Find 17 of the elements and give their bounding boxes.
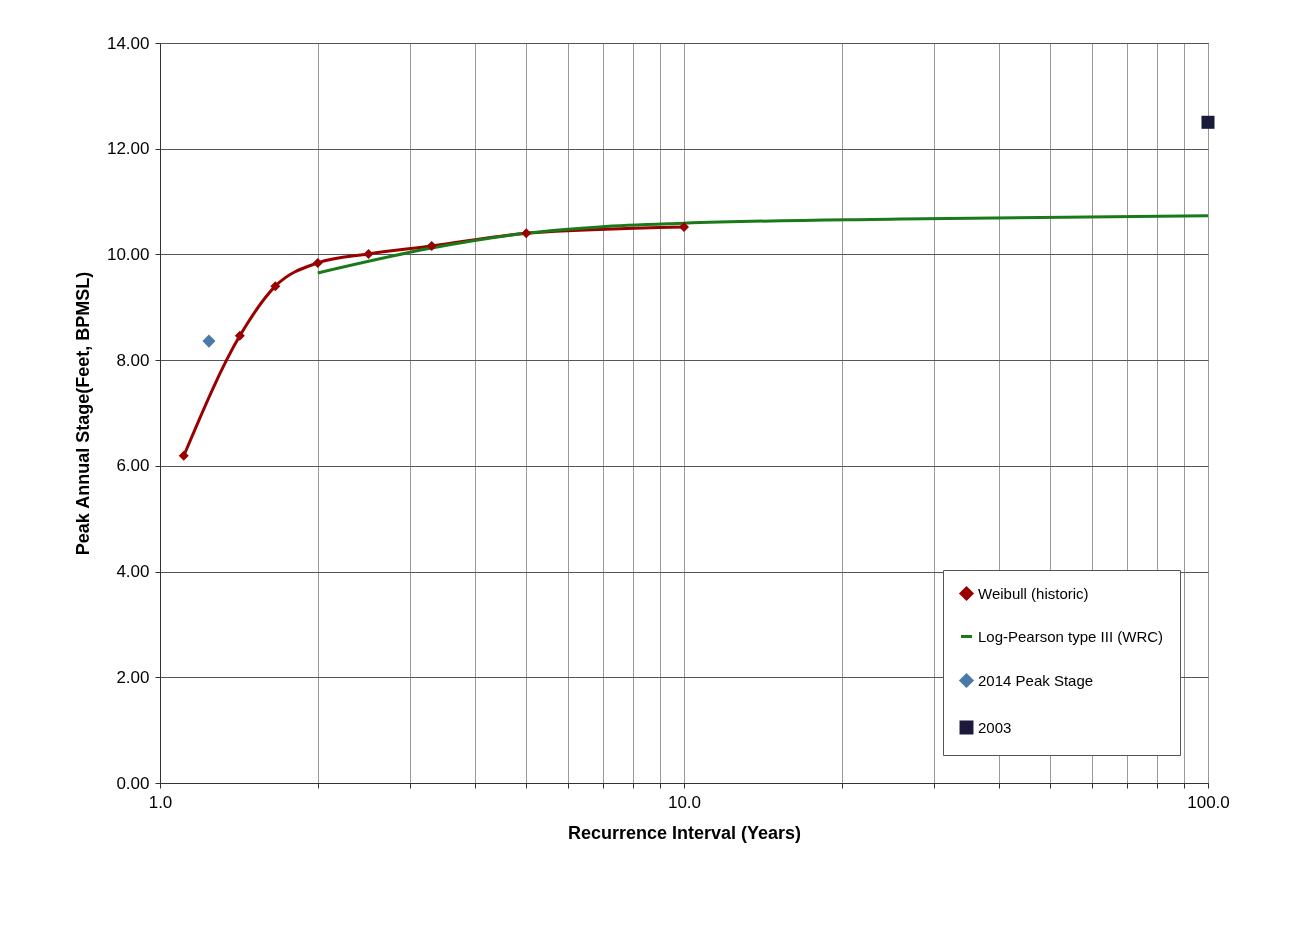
y-tick-label: 12.00 (106, 139, 150, 159)
y-tick-label: 14.00 (106, 33, 150, 53)
legend-label: Weibull (historic) (978, 584, 1089, 602)
y-axis-title: Peak Annual Stage(Feet, BPMSL) (72, 271, 93, 556)
y-tick-label: 2.00 (116, 667, 150, 687)
legend-label: 2003 (978, 718, 1012, 736)
y-tick-label: 4.00 (116, 562, 150, 582)
x-tick-label: 10.0 (667, 792, 702, 812)
x-tick-label: 1.0 (148, 792, 173, 812)
y-tick-label: 8.00 (116, 350, 150, 370)
y-tick-label: 10.00 (106, 244, 150, 264)
y-tick-label: 6.00 (116, 456, 150, 476)
legend-label: Log-Pearson type III (WRC) (978, 627, 1164, 645)
x-tick-label: 100.0 (1187, 792, 1230, 812)
legend-label: 2014 Peak Stage (978, 671, 1094, 689)
x-axis-title: Recurrence Interval (Years) (567, 822, 802, 843)
y-tick-label: 0.00 (116, 773, 150, 793)
